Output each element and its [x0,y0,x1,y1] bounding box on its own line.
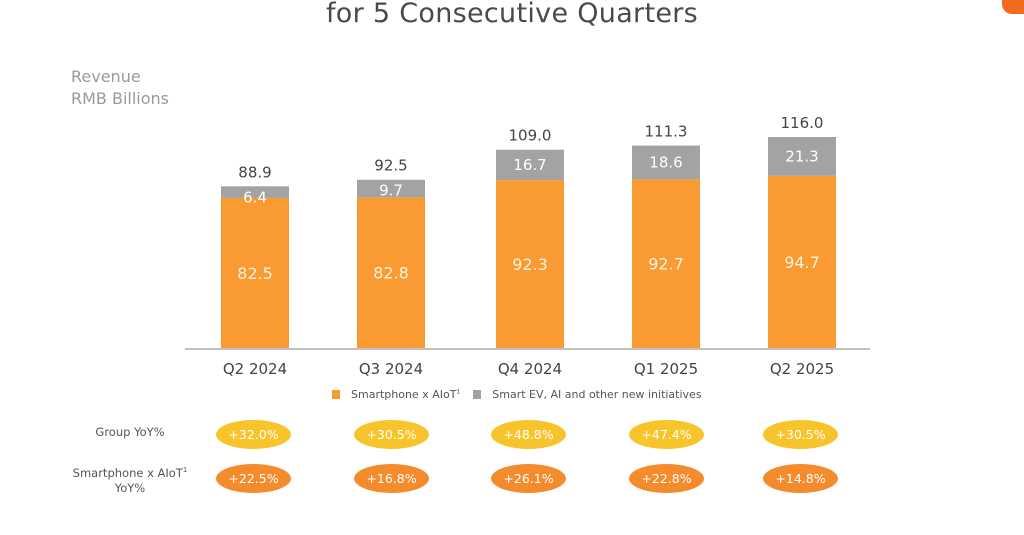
legend-label-smartphone: Smartphone x AIoT1 [351,388,461,401]
data-label-ev: 6.4 [243,188,267,206]
y-axis-label: Revenue RMB Billions [71,66,169,110]
bar-smartphone [357,197,425,348]
bar-ev [496,149,564,181]
data-label-total: 88.9 [238,163,271,181]
x-tick-label: Q4 2024 [498,360,562,378]
bar-ev [357,179,425,198]
y-axis-label-line-2: RMB Billions [71,89,170,108]
legend-label-ev: Smart EV, AI and other new initiatives [492,388,702,401]
data-label-smartphone: 82.8 [373,264,409,283]
data-label-total: 92.5 [374,157,407,175]
data-label-ev: 9.7 [379,182,403,200]
chart-legend: Smartphone x AIoT1 Smart EV, AI and othe… [332,388,715,401]
smartphone-yoy-pill: +16.8% [354,464,429,493]
data-label-smartphone: 82.5 [237,264,273,283]
bar-ev [221,186,289,198]
data-label-total: 111.3 [645,123,688,141]
x-tick-label: Q2 2024 [223,360,287,378]
bar-smartphone [221,197,289,348]
legend-item-ev: Smart EV, AI and other new initiatives [473,388,702,401]
data-label-smartphone: 92.3 [512,255,548,274]
data-label-ev: 21.3 [785,147,818,165]
bar-smartphone [768,175,836,348]
group-yoy-pill: +48.8% [491,420,566,449]
smartphone-yoy-pill: +26.1% [491,464,566,493]
data-label-total: 116.0 [781,114,824,132]
data-label-smartphone: 92.7 [648,255,684,274]
data-label-ev: 16.7 [513,156,546,174]
y-axis-label-line-1: Revenue [71,67,141,86]
x-tick-label: Q1 2025 [634,360,698,378]
legend-swatch-smartphone [332,390,340,399]
x-tick-label: Q2 2025 [770,360,834,378]
group-yoy-pill: +47.4% [629,420,704,449]
bar-smartphone [632,179,700,348]
data-label-smartphone: 94.7 [784,253,820,272]
legend-swatch-ev [473,390,482,399]
x-tick-label: Q3 2024 [359,360,423,378]
smartphone-yoy-pill: +22.8% [629,464,704,493]
data-label-ev: 18.6 [649,153,682,171]
smartphone-yoy-label: Smartphone x AIoT1 YoY% [72,465,188,495]
bar-smartphone [496,180,564,348]
brand-logo-badge [1002,0,1024,14]
legend-item-smartphone: Smartphone x AIoT1 [332,388,460,401]
smartphone-yoy-pill: +22.5% [216,464,291,493]
group-yoy-label: Group YoY% [95,425,165,439]
chart-title: for 5 Consecutive Quarters [325,0,699,29]
group-yoy-pill: +30.5% [354,420,429,449]
bar-ev [768,137,836,176]
group-yoy-pill: +32.0% [216,420,291,449]
group-yoy-pill: +30.5% [763,420,838,449]
data-label-total: 109.0 [509,127,552,145]
smartphone-yoy-pill: +14.8% [763,464,838,493]
bar-ev [632,145,700,180]
